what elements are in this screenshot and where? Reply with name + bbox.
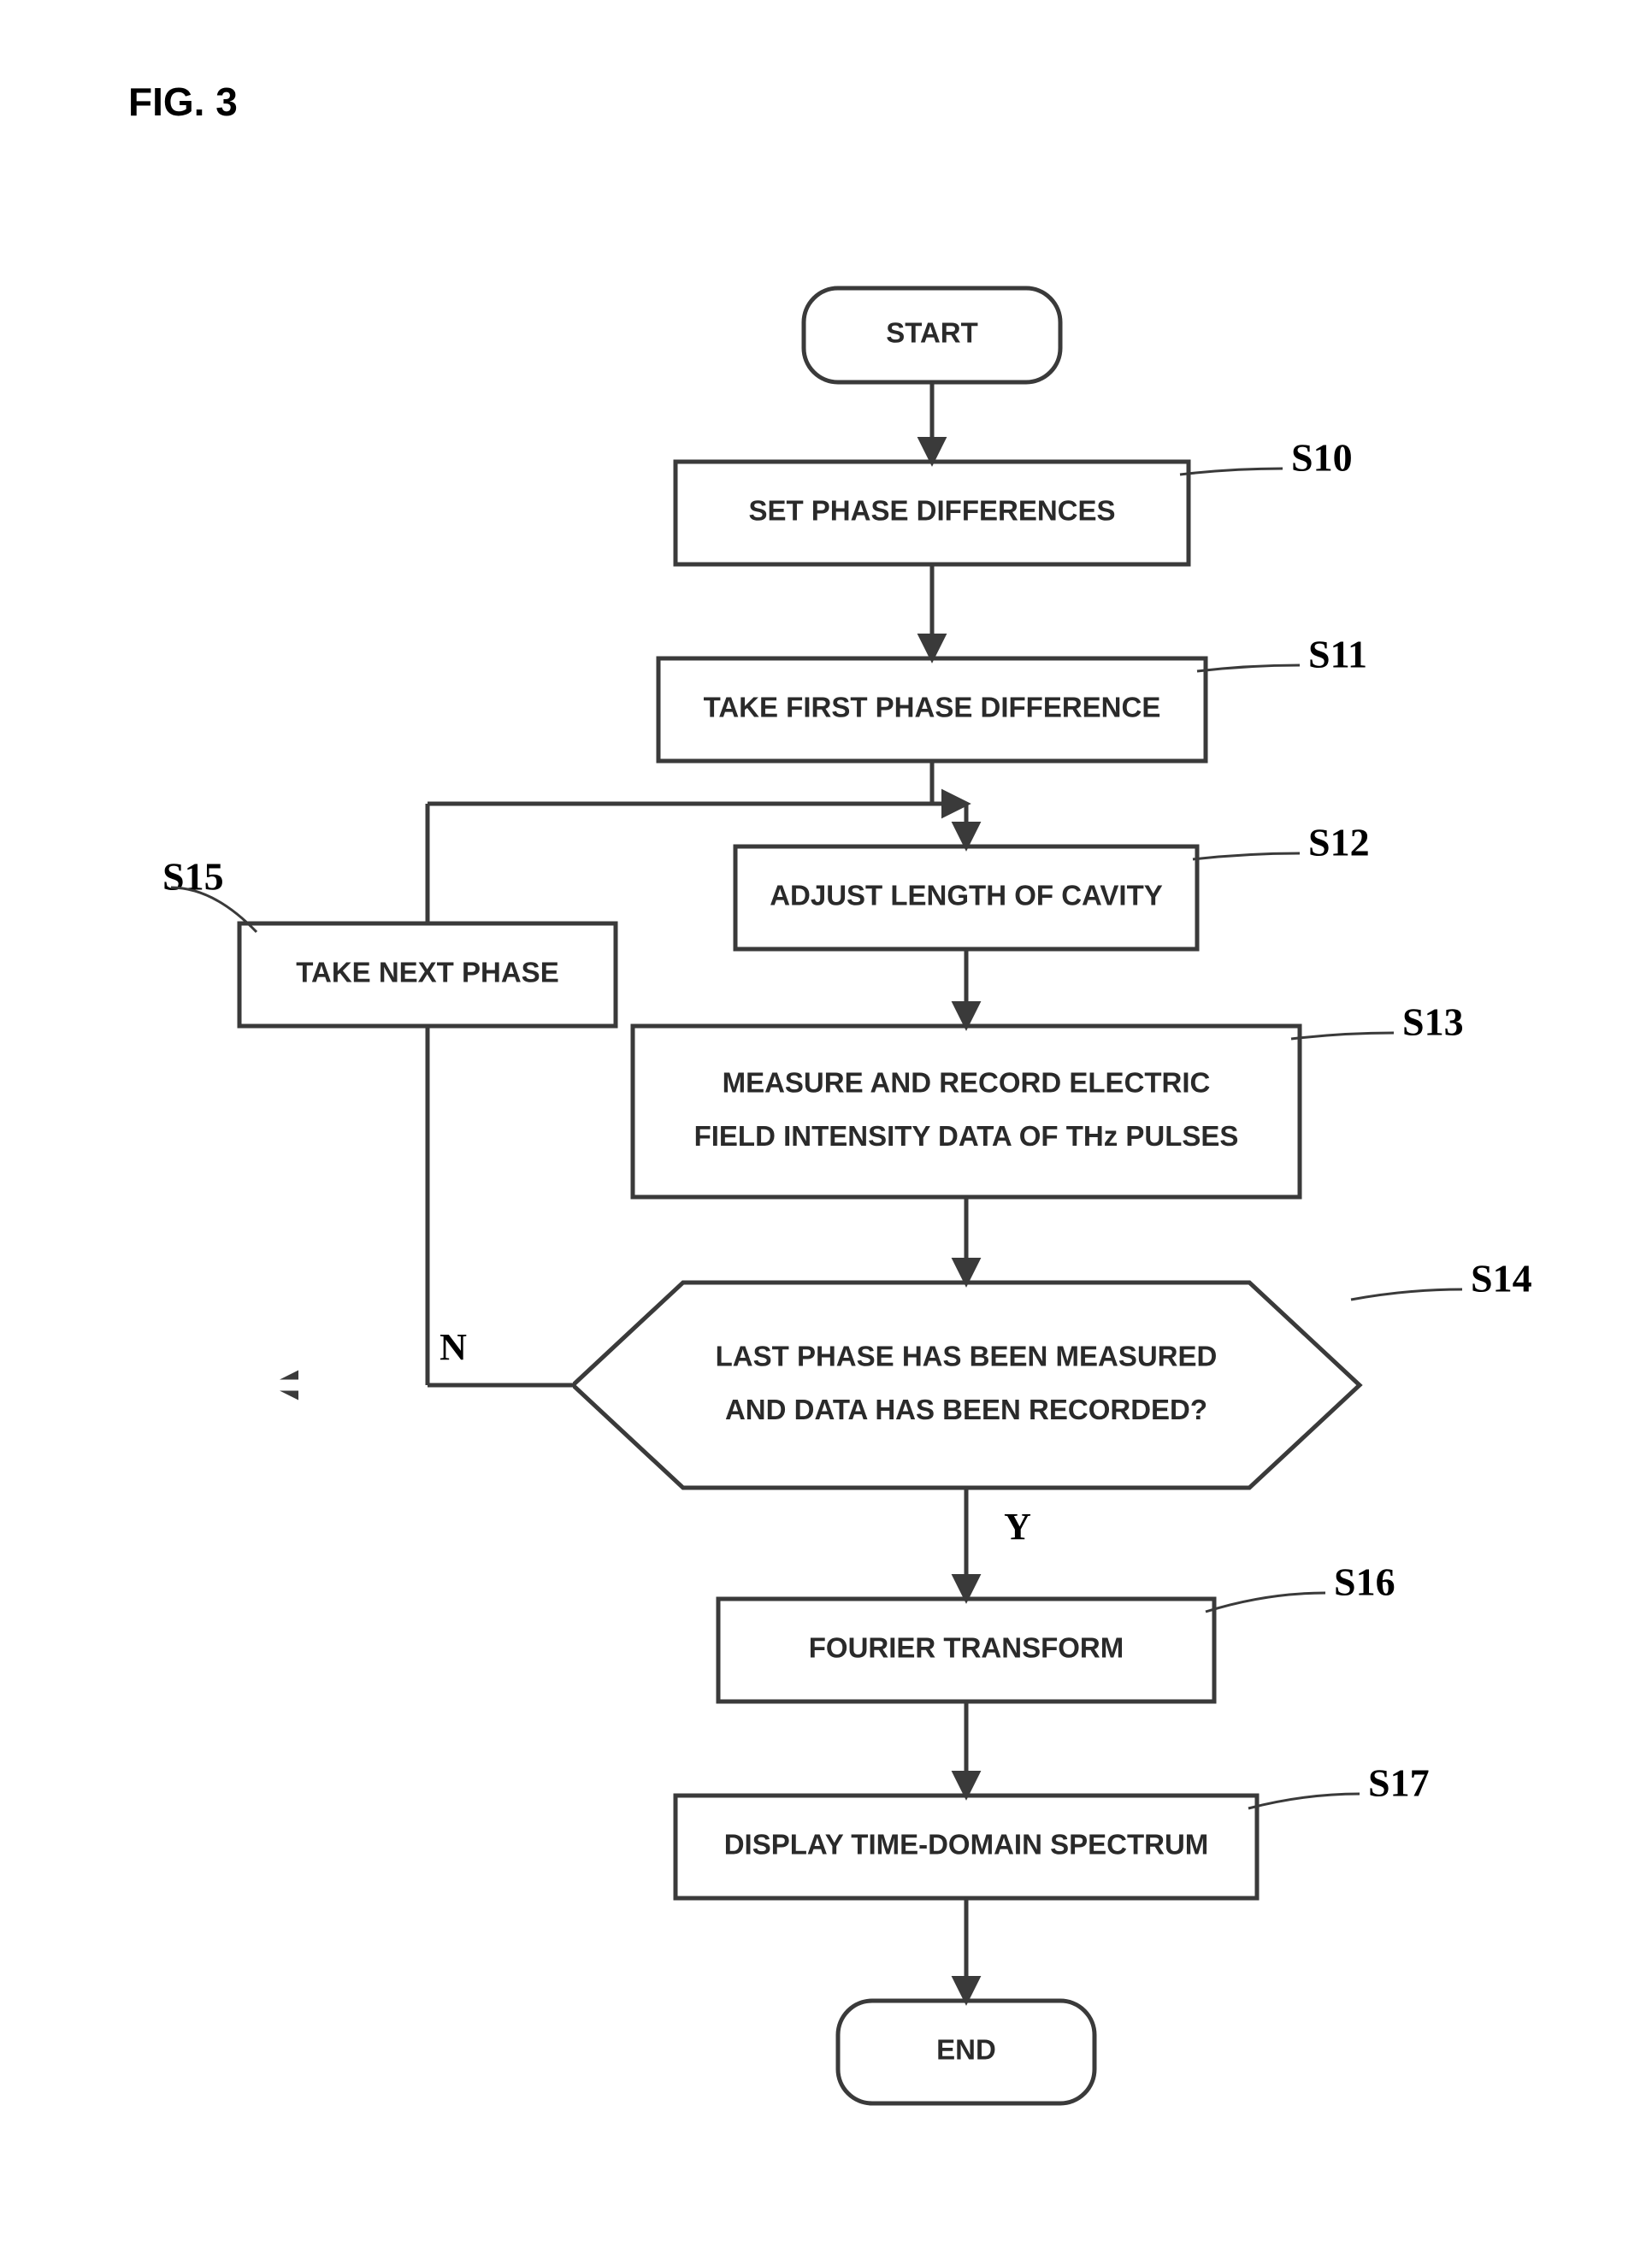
step-leader-s10 — [1180, 469, 1283, 475]
step-label-s12: S12 — [1308, 821, 1370, 864]
step-label-s13: S13 — [1402, 1000, 1464, 1044]
svg-text:SET PHASE DIFFERENCES: SET PHASE DIFFERENCES — [748, 495, 1115, 527]
step-leader-s16 — [1206, 1593, 1325, 1612]
step-label-s11: S11 — [1308, 633, 1367, 676]
step-label-s10: S10 — [1291, 436, 1353, 480]
step-leader-s17 — [1248, 1794, 1360, 1808]
step-label-s14: S14 — [1471, 1257, 1532, 1300]
svg-text:DISPLAY TIME-DOMAIN SPECTRUM: DISPLAY TIME-DOMAIN SPECTRUM — [724, 1829, 1209, 1861]
svg-text:ADJUST LENGTH OF CAVITY: ADJUST LENGTH OF CAVITY — [770, 880, 1163, 911]
node-s14 — [573, 1283, 1360, 1488]
step-label-s17: S17 — [1368, 1761, 1430, 1805]
svg-text:TAKE FIRST PHASE DIFFERENCE: TAKE FIRST PHASE DIFFERENCE — [704, 692, 1161, 723]
figure-label: FIG. 3 — [128, 80, 238, 124]
svg-text:LAST PHASE HAS BEEN MEASURED: LAST PHASE HAS BEEN MEASURED — [716, 1340, 1218, 1371]
svg-text:FOURIER TRANSFORM: FOURIER TRANSFORM — [809, 1632, 1124, 1664]
decision-yes-label: Y — [1004, 1506, 1031, 1548]
node-s13 — [633, 1026, 1300, 1197]
svg-text:FIELD INTENSITY DATA OF THz PU: FIELD INTENSITY DATA OF THz PULSES — [694, 1120, 1239, 1152]
svg-text:TAKE NEXT PHASE: TAKE NEXT PHASE — [296, 957, 558, 988]
step-leader-s13 — [1291, 1033, 1394, 1039]
svg-text:START: START — [886, 317, 978, 349]
svg-text:AND DATA HAS BEEN RECORDED?: AND DATA HAS BEEN RECORDED? — [725, 1394, 1207, 1425]
decision-no-label: N — [440, 1326, 467, 1368]
step-leader-s11 — [1197, 665, 1300, 671]
svg-text:END: END — [936, 2034, 996, 2066]
step-leader-s14 — [1351, 1289, 1462, 1300]
step-label-s16: S16 — [1334, 1560, 1395, 1604]
svg-text:MEASURE AND RECORD ELECTRIC: MEASURE AND RECORD ELECTRIC — [723, 1066, 1211, 1098]
step-leader-s12 — [1193, 853, 1300, 859]
